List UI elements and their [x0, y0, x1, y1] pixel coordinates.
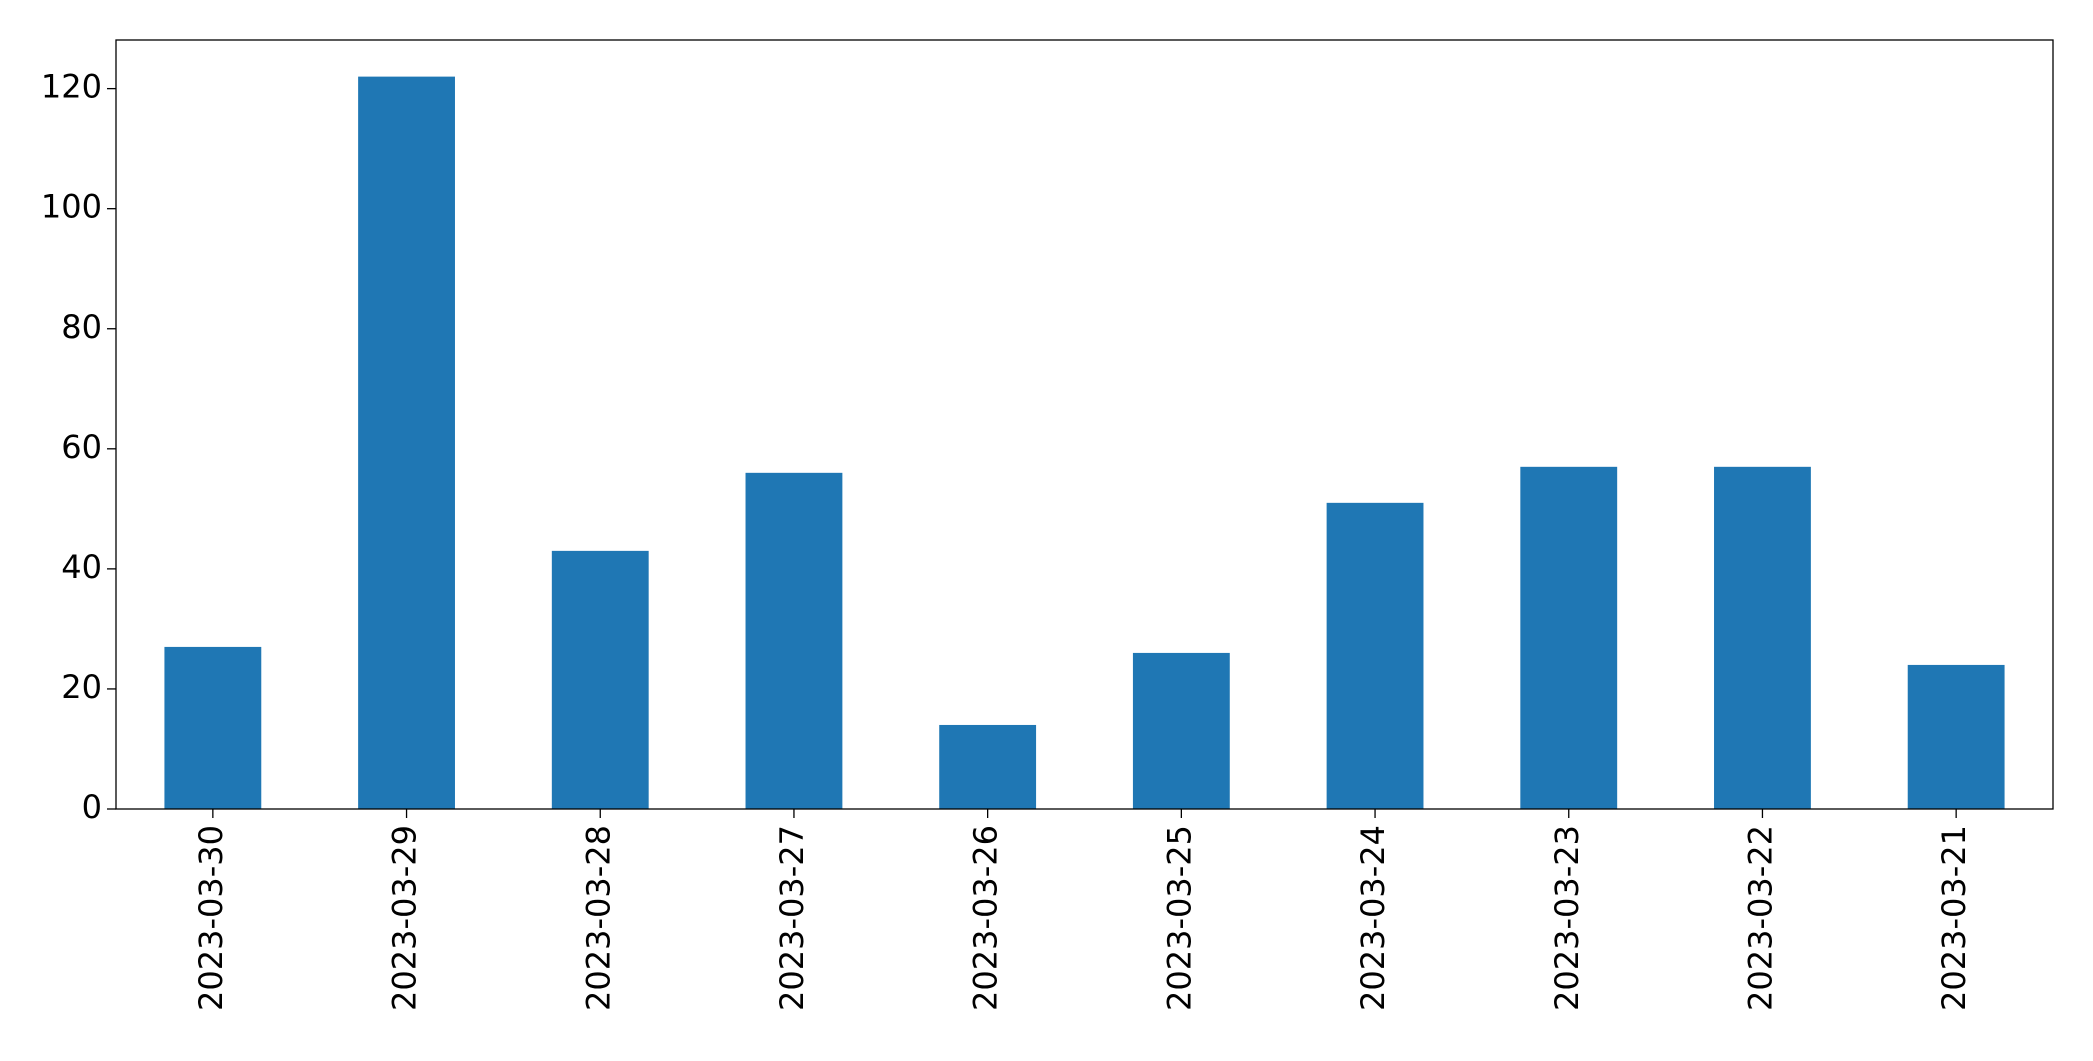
y-tick-label: 0: [82, 788, 102, 826]
y-tick-label: 100: [41, 188, 102, 226]
x-tick-label: 2023-03-29: [386, 825, 424, 1011]
plot-frame: [115, 39, 2054, 810]
x-tick-label: 2023-03-24: [1354, 825, 1392, 1011]
bar: [1326, 502, 1424, 809]
y-tick-label: 60: [61, 428, 102, 466]
x-tick-label: 2023-03-26: [967, 825, 1005, 1011]
x-tick-label: 2023-03-22: [1741, 825, 1779, 1011]
y-tick-label: 20: [61, 668, 102, 706]
bar: [1132, 652, 1230, 809]
bar: [1714, 466, 1811, 809]
bar: [164, 646, 262, 809]
bar: [1520, 466, 1618, 809]
x-tick-label: 2023-03-23: [1548, 825, 1586, 1011]
x-tick-label: 2023-03-28: [579, 825, 617, 1011]
bar: [1907, 664, 2005, 809]
bar: [551, 550, 649, 809]
x-tick-label: 2023-03-21: [1935, 825, 1973, 1011]
x-tick-label: 2023-03-25: [1160, 825, 1198, 1011]
y-tick-label: 120: [41, 68, 102, 106]
bar: [745, 472, 843, 809]
bar: [939, 724, 1037, 809]
y-tick-label: 40: [61, 548, 102, 586]
x-tick-label: 2023-03-27: [773, 825, 811, 1011]
x-tick-label: 2023-03-30: [192, 825, 230, 1011]
bar: [358, 76, 455, 810]
y-tick-label: 80: [61, 308, 102, 346]
